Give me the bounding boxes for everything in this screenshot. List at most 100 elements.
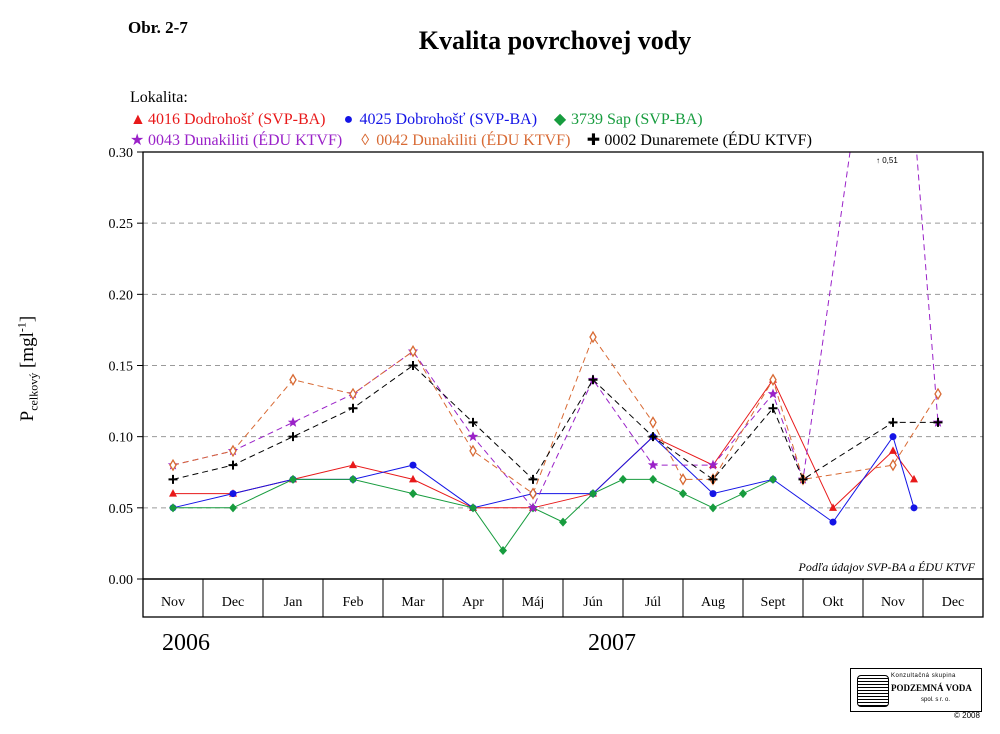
legend-title: Lokalita:	[130, 89, 188, 106]
data-point	[619, 474, 627, 484]
legend-label-4016: 4016 Dodrohošť (SVP-BA)	[148, 111, 326, 128]
data-point	[708, 474, 718, 484]
data-point	[589, 489, 597, 499]
figure-id: Obr. 2-7	[128, 18, 188, 37]
legend-entry-0043: ★ 0043 Dunakiliti (ÉDU KTVF)	[130, 132, 342, 149]
legend-label-3739: 3739 Sap (SVP-BA)	[571, 111, 703, 128]
data-point	[889, 433, 897, 441]
data-point	[679, 489, 687, 499]
x-tick-label: Okt	[823, 595, 844, 610]
x-tick-label: Jan	[284, 595, 303, 610]
data-point	[529, 487, 537, 500]
data-point	[349, 387, 357, 401]
series-line	[172, 364, 938, 481]
x-tick-label: Mar	[401, 595, 425, 610]
x-axis-band	[142, 578, 984, 618]
legend-entry-0042: ◊ 0042 Dunakiliti (ÉDU KTVF)	[358, 132, 570, 149]
data-point	[649, 416, 657, 429]
legend-entry-3739: ◆ 3739 Sap (SVP-BA)	[553, 111, 703, 128]
data-point	[647, 459, 659, 470]
data-point	[469, 444, 477, 458]
data-point	[933, 417, 943, 427]
data-point	[739, 489, 747, 499]
data-point	[229, 503, 237, 513]
x-tick-label: Nov	[881, 595, 905, 610]
data-point	[934, 387, 942, 401]
series-line	[173, 378, 915, 509]
data-point	[469, 503, 477, 513]
y-tick-label: 0.10	[109, 431, 134, 446]
data-point	[348, 403, 358, 413]
data-point	[287, 416, 299, 427]
data-point	[229, 490, 237, 498]
data-point	[679, 473, 687, 486]
data-point	[288, 432, 298, 442]
data-point	[229, 444, 237, 458]
data-point	[559, 517, 567, 527]
legend-row-1: ▲ 4016 Dodrohošť (SVP-BA) ● 4025 Dobrohošť…	[130, 109, 715, 129]
x-tick-label: Nov	[161, 595, 185, 610]
data-point	[409, 489, 417, 499]
offscale-note: ↑ 0,51	[876, 156, 898, 165]
data-point	[768, 403, 778, 413]
data-point	[349, 460, 357, 469]
y-tick-label: 0.15	[109, 360, 134, 375]
data-point	[467, 431, 479, 442]
data-point	[798, 474, 808, 484]
x-tick-label: Sept	[761, 595, 786, 610]
series-4	[169, 330, 942, 500]
data-point	[648, 432, 658, 442]
series-line	[172, 152, 939, 509]
data-point	[409, 345, 417, 358]
y-tick-label: 0.25	[109, 217, 134, 232]
data-point	[588, 375, 598, 385]
data-point	[169, 503, 177, 513]
y-tick-label: 0.00	[109, 573, 134, 588]
legend-entry-4025: ● 4025 Dobrohošť (SVP-BA)	[342, 111, 538, 128]
legend-label-0043: 0043 Dunakiliti (ÉDU KTVF)	[148, 132, 343, 149]
data-point	[889, 458, 897, 472]
open-diamond-icon: ◊	[361, 132, 370, 149]
logo-line-2: PODZEMNÁ VODA	[891, 683, 972, 693]
triangle-icon: ▲	[130, 111, 146, 128]
series-line	[172, 335, 939, 495]
data-point	[910, 474, 918, 483]
circle-icon: ●	[343, 111, 354, 128]
x-tick-label: Júl	[645, 595, 661, 610]
copyright: © 2008	[954, 711, 980, 720]
year-label-2007: 2007	[588, 630, 636, 656]
y-tick-label: 0.05	[109, 502, 134, 517]
data-point	[707, 459, 719, 470]
y-tick-label: 0.20	[109, 288, 134, 303]
plus-icon: ✚	[586, 132, 601, 149]
x-tick-label: Aug	[701, 595, 725, 610]
diamond-icon: ◆	[553, 111, 567, 128]
data-point	[910, 504, 918, 512]
series-line	[173, 478, 774, 552]
star-icon: ★	[130, 132, 145, 149]
data-point	[169, 489, 177, 497]
x-tick-label: Dec	[942, 595, 965, 610]
x-tick-label: Feb	[343, 595, 364, 610]
data-point	[709, 503, 717, 513]
data-point	[168, 474, 178, 484]
data-point	[408, 361, 418, 370]
series-0	[169, 375, 918, 511]
data-point	[527, 502, 539, 513]
x-tick-label: Apr	[462, 595, 484, 610]
data-point	[767, 388, 779, 399]
legend-label-4025: 4025 Dobrohošť (SVP-BA)	[359, 111, 538, 128]
x-tick-label: Máj	[522, 595, 545, 610]
y-tick-label: 0.30	[109, 146, 134, 161]
source-note: Podľa údajov SVP-BA a ÉDU KTVF	[798, 560, 976, 574]
data-point	[289, 373, 297, 386]
data-point	[289, 474, 297, 484]
data-point	[589, 330, 597, 344]
legend-label-0042: 0042 Dunakiliti (ÉDU KTVF)	[376, 132, 571, 149]
data-point	[349, 474, 357, 484]
x-tick-label: Dec	[222, 595, 245, 610]
series-5	[168, 361, 943, 484]
legend-row-2: ★ 0043 Dunakiliti (ÉDU KTVF) ◊ 0042 Dunaki…	[130, 130, 824, 150]
data-point	[409, 474, 417, 483]
